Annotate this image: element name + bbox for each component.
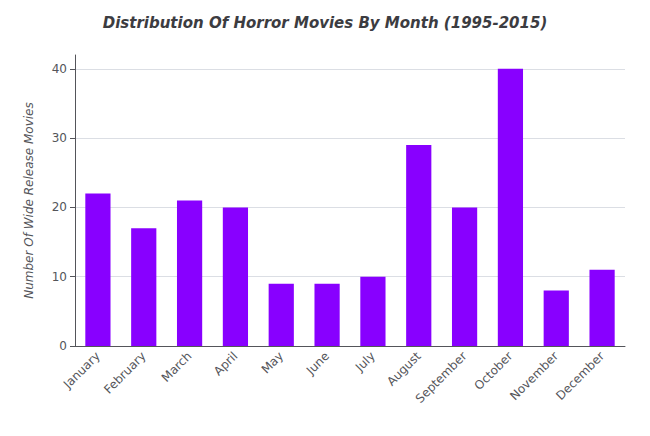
svg-text:30: 30 — [52, 131, 67, 145]
svg-text:October: October — [472, 349, 516, 393]
svg-text:February: February — [101, 349, 148, 396]
svg-text:January: January — [60, 349, 103, 392]
svg-text:10: 10 — [52, 270, 67, 284]
svg-text:April: April — [211, 349, 240, 378]
svg-text:November: November — [507, 349, 561, 403]
svg-text:Distribution Of Horror Movies: Distribution Of Horror Movies By Month (… — [103, 14, 548, 32]
svg-text:March: March — [159, 349, 195, 385]
svg-text:20: 20 — [52, 200, 67, 214]
svg-text:December: December — [553, 349, 607, 403]
svg-text:0: 0 — [59, 339, 67, 353]
svg-text:September: September — [413, 349, 470, 406]
svg-text:July: July — [352, 349, 378, 375]
svg-text:40: 40 — [52, 62, 67, 76]
svg-text:May: May — [259, 349, 286, 376]
svg-text:August: August — [384, 349, 424, 389]
svg-text:June: June — [303, 349, 332, 378]
svg-text:Number Of Wide Release Movies: Number Of Wide Release Movies — [22, 102, 36, 299]
